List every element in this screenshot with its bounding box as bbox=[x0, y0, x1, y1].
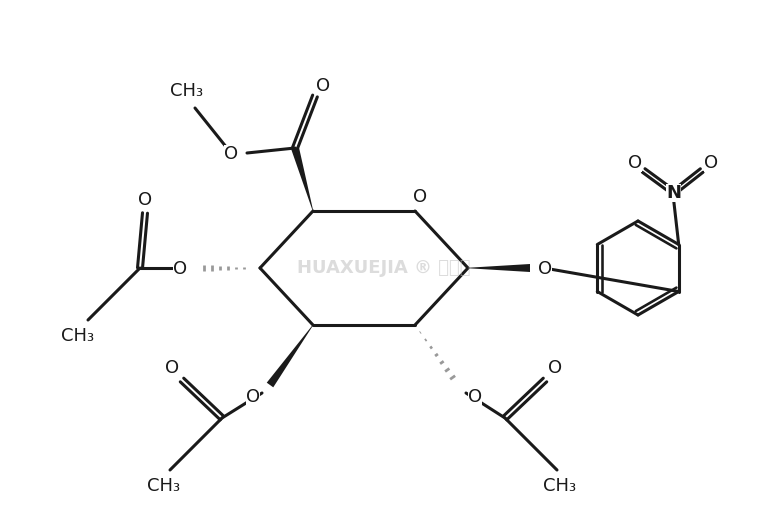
Text: HUAXUEJIA ® 化学加: HUAXUEJIA ® 化学加 bbox=[297, 259, 471, 277]
Text: O: O bbox=[413, 188, 427, 206]
Text: CH₃: CH₃ bbox=[61, 327, 94, 345]
Polygon shape bbox=[468, 264, 530, 272]
Text: O: O bbox=[246, 388, 260, 406]
Text: O: O bbox=[316, 77, 330, 95]
Text: O: O bbox=[138, 191, 152, 209]
Text: O: O bbox=[224, 145, 238, 163]
Text: CH₃: CH₃ bbox=[147, 477, 180, 495]
Text: O: O bbox=[627, 154, 642, 171]
Text: CH₃: CH₃ bbox=[170, 82, 204, 100]
Text: O: O bbox=[468, 388, 482, 406]
Text: CH₃: CH₃ bbox=[544, 477, 577, 495]
Polygon shape bbox=[266, 325, 313, 387]
Text: O: O bbox=[165, 359, 179, 377]
Text: N: N bbox=[666, 184, 681, 201]
Polygon shape bbox=[291, 147, 313, 211]
Text: O: O bbox=[703, 154, 718, 171]
Text: O: O bbox=[548, 359, 562, 377]
Text: O: O bbox=[538, 260, 552, 278]
Text: O: O bbox=[173, 260, 187, 278]
